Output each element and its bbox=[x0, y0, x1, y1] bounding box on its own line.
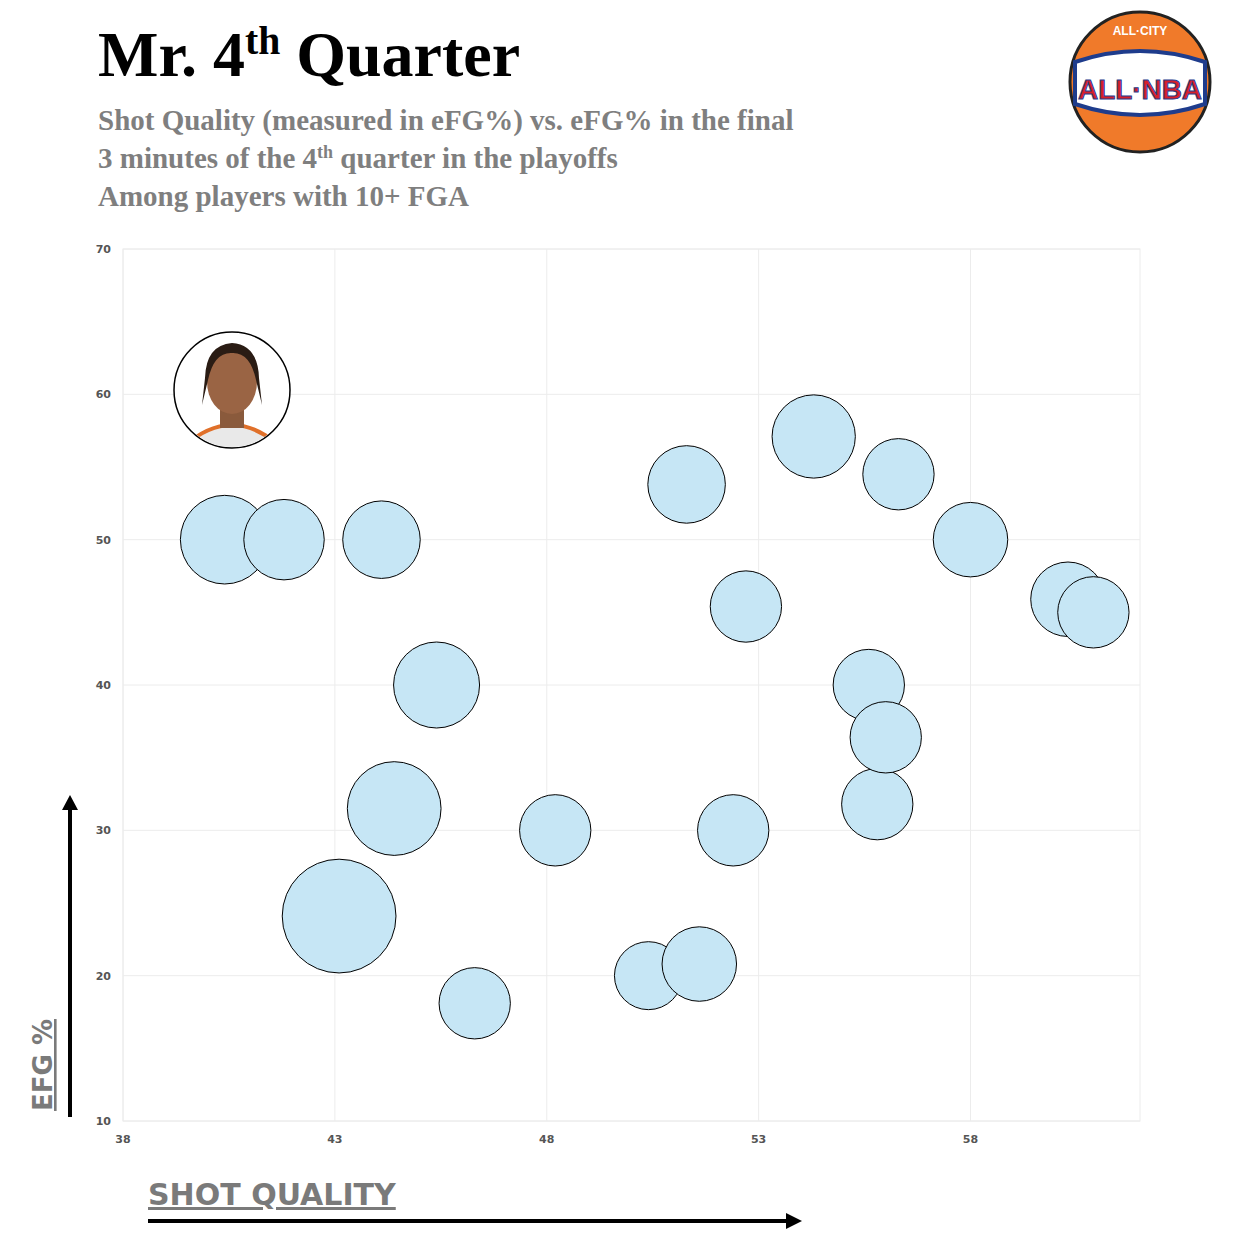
axis-arrow bbox=[68, 808, 72, 1117]
tick-label: 48 bbox=[539, 1133, 554, 1146]
logo-text: ALL·CITY bbox=[1113, 24, 1168, 38]
grid-line bbox=[123, 1121, 1140, 1122]
tick-label: 58 bbox=[963, 1133, 978, 1146]
tick-label: 40 bbox=[96, 679, 112, 692]
axis-title: SHOT QUALITY bbox=[148, 1177, 397, 1212]
background bbox=[0, 0, 1242, 1233]
bubble bbox=[772, 395, 855, 478]
bubble bbox=[933, 502, 1007, 576]
subtitle: Shot Quality (measured in eFG%) vs. eFG%… bbox=[98, 104, 793, 137]
tick-label: 38 bbox=[115, 1133, 130, 1146]
bubble bbox=[282, 859, 396, 973]
tick-label: 10 bbox=[96, 1115, 112, 1128]
bubble bbox=[698, 795, 769, 866]
bubble bbox=[439, 968, 510, 1039]
bubbles bbox=[180, 395, 1129, 1039]
bubble bbox=[343, 501, 421, 579]
axis-title: EFG % bbox=[28, 1019, 58, 1111]
axis-arrow bbox=[148, 1219, 788, 1223]
tick-label: 20 bbox=[96, 970, 112, 983]
tick-label: 30 bbox=[96, 824, 112, 837]
bubble bbox=[347, 762, 441, 856]
grid-line bbox=[970, 249, 971, 1121]
tick-label: 43 bbox=[327, 1133, 342, 1146]
bubble bbox=[648, 446, 726, 524]
axis-arrow bbox=[62, 795, 78, 810]
subtitle: 3 minutes of the 4th quarter in the play… bbox=[98, 142, 618, 174]
logo: ALL·CITY ALL·NBA bbox=[1070, 12, 1210, 152]
bubble bbox=[520, 795, 591, 866]
grid-line bbox=[334, 249, 335, 1121]
tick-label: 60 bbox=[96, 388, 112, 401]
bubble bbox=[850, 702, 921, 773]
grid-line bbox=[123, 249, 1140, 250]
bubble bbox=[710, 571, 781, 642]
plot-frame bbox=[123, 249, 1140, 1121]
chart: Mr. 4th Quarter Shot Quality (measured in… bbox=[0, 0, 1242, 1233]
bubble bbox=[244, 499, 324, 579]
axis-arrow bbox=[786, 1213, 802, 1229]
grid-line bbox=[123, 830, 1140, 831]
grid-line bbox=[123, 685, 1140, 686]
grid-line bbox=[758, 249, 759, 1121]
bubble bbox=[842, 769, 913, 840]
grid-line bbox=[546, 249, 547, 1121]
bubble bbox=[394, 642, 480, 728]
tick-label: 50 bbox=[96, 534, 112, 547]
tick-label: 53 bbox=[751, 1133, 766, 1146]
grid-line bbox=[123, 249, 124, 1121]
bubble bbox=[863, 439, 934, 510]
bubble bbox=[662, 927, 736, 1001]
title: Mr. 4th Quarter bbox=[98, 19, 520, 90]
bubble bbox=[1058, 577, 1129, 648]
subtitle: Among players with 10+ FGA bbox=[98, 180, 469, 212]
tick-label: 70 bbox=[96, 243, 112, 256]
player-photo bbox=[174, 332, 290, 460]
logo-text: ALL·NBA bbox=[1078, 74, 1202, 105]
